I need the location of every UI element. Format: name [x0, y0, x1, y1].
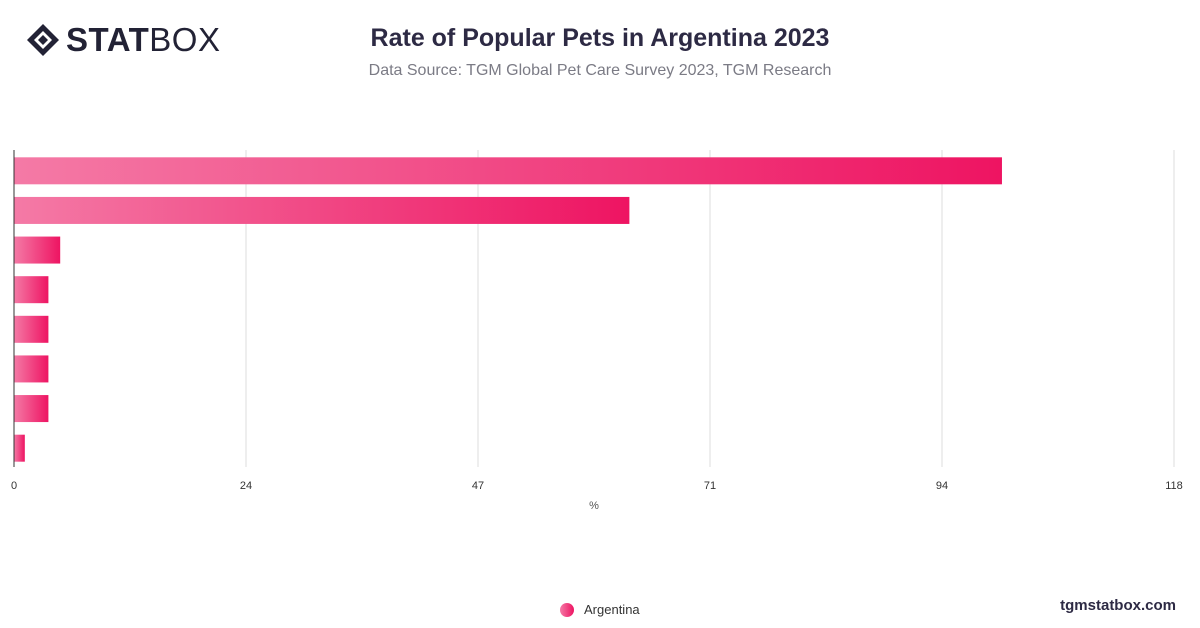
statbox-logo: STATBOX — [26, 22, 220, 58]
logo-text-light: BOX — [149, 21, 221, 58]
x-tick-label: 118 — [1165, 480, 1183, 492]
legend-marker-icon — [560, 602, 574, 617]
bars — [14, 157, 1002, 462]
x-tick-label: 71 — [704, 480, 716, 492]
bar[interactable] — [14, 157, 1002, 185]
bar[interactable] — [14, 434, 25, 462]
x-tick-label: 24 — [240, 480, 252, 492]
x-tick-label: 0 — [11, 480, 17, 492]
bar[interactable] — [14, 196, 630, 224]
chart-title: Rate of Popular Pets in Argentina 2023 — [370, 24, 830, 52]
x-tick-label: 47 — [472, 480, 484, 492]
x-axis-ticks: 0 24 47 71 94 118 — [11, 480, 1183, 492]
legend-label-argentina: Argentina — [584, 602, 640, 617]
x-tick-label: 94 — [936, 480, 948, 492]
bar[interactable] — [14, 276, 49, 304]
site-url[interactable]: tgmstatbox.com — [1060, 597, 1176, 614]
bar[interactable] — [14, 236, 61, 264]
bar[interactable] — [14, 315, 49, 343]
statbox-logo-icon — [27, 24, 59, 56]
bar[interactable] — [14, 355, 49, 383]
logo-text: STATBOX — [66, 22, 220, 58]
x-axis-title: % — [589, 500, 599, 512]
legend[interactable]: Argentina — [560, 602, 640, 617]
bar[interactable] — [14, 395, 49, 423]
logo-text-bold: STAT — [66, 21, 150, 58]
chart-subtitle: Data Source: TGM Global Pet Care Survey … — [368, 62, 832, 79]
